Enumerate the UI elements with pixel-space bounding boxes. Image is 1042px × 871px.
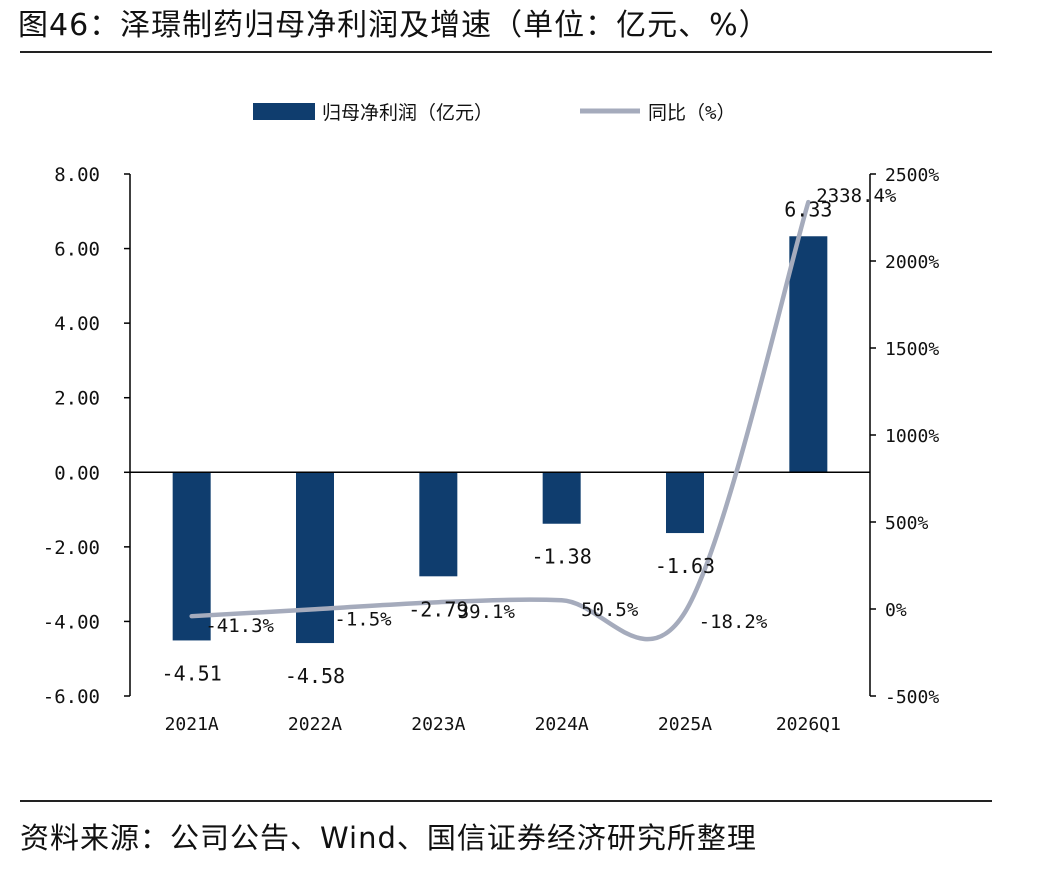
bottom-rule <box>20 800 992 802</box>
bar-value-label: -4.58 <box>285 664 345 688</box>
bar-series <box>172 236 828 644</box>
left-tick-label: 4.00 <box>54 313 100 335</box>
legend-bar-label: 归母净利润（亿元） <box>322 102 493 124</box>
bar <box>789 236 828 473</box>
left-tick-label: -6.00 <box>43 686 100 708</box>
legend-bar-swatch <box>253 103 315 120</box>
x-category-label: 2021A <box>165 714 219 735</box>
line-value-label: 50.5% <box>581 599 639 621</box>
figure-source: 资料来源：公司公告、Wind、国信证券经济研究所整理 <box>20 821 757 855</box>
figure-title: 图46：泽璟制药归母净利润及增速（单位：亿元、%） <box>18 8 770 43</box>
top-rule <box>20 51 992 53</box>
x-category-label: 2022A <box>288 714 342 735</box>
left-tick-label: -2.00 <box>43 537 100 559</box>
left-axis: 8.00 6.00 4.00 2.00 0.00 -2.00 -4.00 -6.00 <box>43 164 131 708</box>
right-tick-label: 1500% <box>885 339 939 360</box>
x-category-label: 2023A <box>411 714 465 735</box>
growth-line <box>189 199 811 642</box>
left-tick-label: -4.00 <box>43 611 100 633</box>
bar <box>666 472 704 534</box>
right-tick-label: 2000% <box>885 252 939 273</box>
bar-value-label: -2.79 <box>408 597 468 621</box>
line-value-label: -41.3% <box>205 615 274 637</box>
bar-value-label: -4.51 <box>162 661 222 685</box>
left-tick-label: 8.00 <box>54 164 100 186</box>
right-axis: 2500% 2000% 1500% 1000% 500% 0% -500% <box>869 165 939 708</box>
bar <box>542 472 581 524</box>
bar <box>172 472 211 641</box>
line-value-label: -1.5% <box>334 608 392 630</box>
chart-legend: 归母净利润（亿元） 同比（%） <box>253 102 735 124</box>
right-tick-label: -500% <box>885 687 939 708</box>
bar-value-label: -1.38 <box>532 545 592 569</box>
right-tick-label: 0% <box>885 600 907 621</box>
line-series <box>189 199 811 642</box>
line-value-labels: -41.3% -1.5% 39.1% 50.5% -18.2% 2338.4% <box>205 185 897 637</box>
line-value-label: 2338.4% <box>816 185 897 207</box>
x-axis-labels: 2021A 2022A 2023A 2024A 2025A 2026Q1 <box>165 714 841 735</box>
right-tick-label: 2500% <box>885 165 939 186</box>
bar-value-label: 6.33 <box>784 197 832 221</box>
right-tick-label: 1000% <box>885 426 939 447</box>
bar-value-label: -1.63 <box>655 554 715 578</box>
left-tick-label: 0.00 <box>54 462 100 484</box>
chart: 归母净利润（亿元） 同比（%） 8.00 6.00 4.00 2.00 0.00 -2.00… <box>43 102 940 735</box>
left-tick-label: 2.00 <box>54 388 100 410</box>
bar-value-labels: -4.51 -4.58 -2.79 -1.38 -1.63 6.33 <box>162 197 833 688</box>
bar <box>296 472 334 644</box>
legend-line-label: 同比（%） <box>648 102 735 124</box>
right-tick-label: 500% <box>885 513 929 534</box>
left-tick-label: 6.00 <box>54 239 100 261</box>
x-category-label: 2026Q1 <box>776 714 841 735</box>
x-category-label: 2024A <box>535 714 589 735</box>
line-value-label: 39.1% <box>458 601 516 623</box>
line-value-label: -18.2% <box>699 611 768 633</box>
x-category-label: 2025A <box>658 714 712 735</box>
bar <box>419 472 458 577</box>
